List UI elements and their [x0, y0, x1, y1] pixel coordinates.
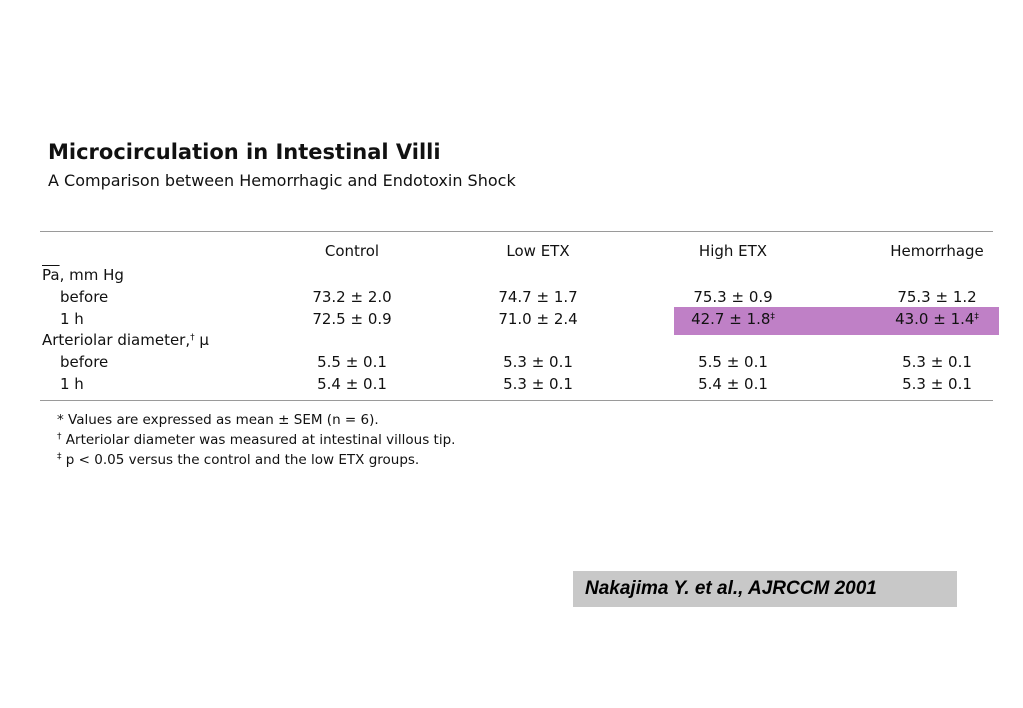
footnote: ‡ p < 0.05 versus the control and the lo…: [57, 452, 419, 468]
footnote: † Arteriolar diameter was measured at in…: [57, 432, 455, 448]
footnote-mark: ‡: [57, 452, 62, 462]
table-cell: 5.3 ± 0.1: [902, 375, 972, 393]
table-cell: 5.3 ± 0.1: [503, 375, 573, 393]
cell-value: 42.7 ± 1.8: [691, 310, 771, 328]
table-cell: 72.5 ± 0.9: [312, 310, 392, 328]
group-unit: μ: [194, 331, 209, 349]
table-cell: 75.3 ± 0.9: [693, 288, 773, 306]
table-cell: 71.0 ± 2.4: [498, 310, 578, 328]
group-label: Arteriolar diameter,: [42, 331, 191, 349]
citation-text: Nakajima Y. et al., AJRCCM 2001: [585, 578, 877, 599]
row-group-arteriolar-diameter: Arteriolar diameter,† μ: [42, 331, 209, 349]
footnote-text: Values are expressed as mean ± SEM (n = …: [63, 412, 379, 428]
table-subtitle: A Comparison between Hemorrhagic and End…: [48, 171, 516, 190]
row-label: before: [60, 288, 109, 306]
significant-highlight: [674, 307, 999, 335]
table-cell: 5.3 ± 0.1: [503, 353, 573, 371]
row-label: 1 h: [60, 310, 84, 328]
table-bottom-rule: [40, 400, 993, 401]
table-cell-significant: 42.7 ± 1.8‡: [691, 310, 775, 328]
table-cell: 73.2 ± 2.0: [312, 288, 392, 306]
footnote-mark: †: [57, 432, 62, 442]
table-cell: 5.4 ± 0.1: [317, 375, 387, 393]
footnote-text: p < 0.05 versus the control and the low …: [61, 452, 420, 468]
table-cell: 5.5 ± 0.1: [317, 353, 387, 371]
row-label: 1 h: [60, 375, 84, 393]
table-cell: 5.3 ± 0.1: [902, 353, 972, 371]
column-header-low-etx: Low ETX: [506, 242, 570, 260]
table-cell: 5.5 ± 0.1: [698, 353, 768, 371]
dagger-mark: †: [190, 333, 195, 343]
table-cell: 5.4 ± 0.1: [698, 375, 768, 393]
citation-box: Nakajima Y. et al., AJRCCM 2001: [573, 571, 957, 607]
column-header-control: Control: [324, 242, 380, 260]
column-header-hemorrhage: Hemorrhage: [890, 242, 984, 260]
significance-mark: ‡: [770, 312, 775, 322]
row-group-pa: Pa, mm Hg: [42, 266, 124, 284]
footnote-text: Arteriolar diameter was measured at inte…: [61, 432, 456, 448]
pa-unit: , mm Hg: [59, 266, 124, 284]
significance-mark: ‡: [974, 312, 979, 322]
pa-symbol: Pa: [42, 266, 60, 284]
table-cell: 74.7 ± 1.7: [498, 288, 578, 306]
row-label: before: [60, 353, 109, 371]
footnote: * Values are expressed as mean ± SEM (n …: [57, 412, 379, 428]
table-cell: 75.3 ± 1.2: [897, 288, 977, 306]
table-top-rule: [40, 231, 993, 232]
footnote-mark: *: [57, 412, 64, 428]
table-title: Microcirculation in Intestinal Villi: [48, 140, 441, 164]
column-header-high-etx: High ETX: [698, 242, 768, 260]
cell-value: 43.0 ± 1.4: [895, 310, 975, 328]
table-cell-significant: 43.0 ± 1.4‡: [895, 310, 979, 328]
